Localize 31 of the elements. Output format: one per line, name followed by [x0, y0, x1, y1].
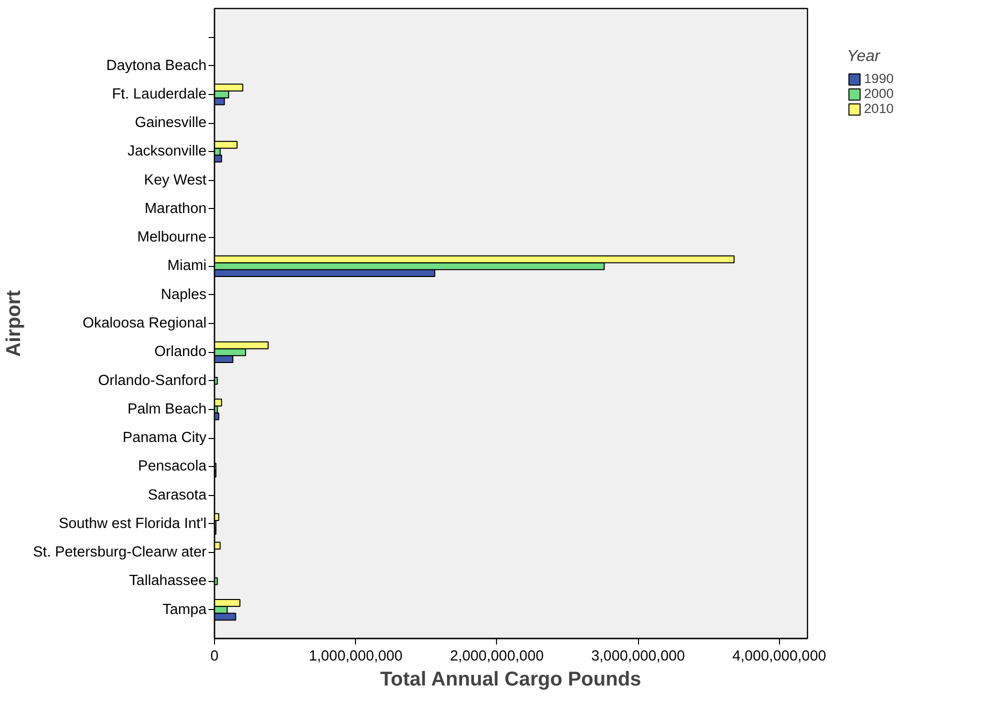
y-tick-label: Naples — [160, 286, 207, 303]
y-tick-label: Okaloosa Regional — [82, 316, 207, 332]
y-tick-label: Tallahassee — [129, 573, 207, 590]
y-tick-label: Tampa — [162, 602, 208, 618]
y-tick-label: Panama City — [122, 430, 208, 446]
y-tick-label: Key West — [144, 172, 207, 188]
y-tick-label: Sarasota — [148, 487, 208, 504]
y-tick-label: Melbourne — [137, 230, 207, 246]
y-axis-title: Airport — [3, 290, 25, 357]
x-tick-label: 1,000,000,000 — [308, 648, 403, 664]
y-tick-label: Gainesville — [134, 115, 206, 132]
y-tick-label: Daytona Beach — [106, 58, 206, 74]
legend-label: 1990 — [864, 71, 894, 86]
legend-label: 2000 — [864, 86, 894, 101]
y-tick-label: Marathon — [144, 200, 207, 217]
legend-title: Year — [847, 48, 882, 66]
y-tick-label: Southw est Florida Int'l — [58, 516, 207, 532]
x-tick-label: 4,000,000,000 — [732, 648, 826, 664]
y-tick-label: Pensacola — [138, 458, 208, 475]
x-tick-label: 2,000,000,000 — [450, 648, 544, 664]
y-tick-label: Orlando-Sanford — [98, 372, 207, 389]
y-tick-label: Miami — [167, 258, 207, 274]
y-tick-label: Jacksonville — [127, 144, 206, 160]
legend-label: 2010 — [864, 101, 894, 116]
y-tick-label: St. Petersburg-Clearw ater — [33, 544, 207, 561]
x-tick-label: 3,000,000,000 — [591, 648, 685, 664]
y-tick-label: Orlando — [154, 344, 207, 360]
y-tick-label: Palm Beach — [127, 401, 207, 418]
x-axis-title: Total Annual Cargo Pounds — [380, 668, 642, 690]
y-tick-label: Ft. Lauderdale — [112, 86, 206, 102]
x-tick-label: 0 — [210, 648, 219, 664]
